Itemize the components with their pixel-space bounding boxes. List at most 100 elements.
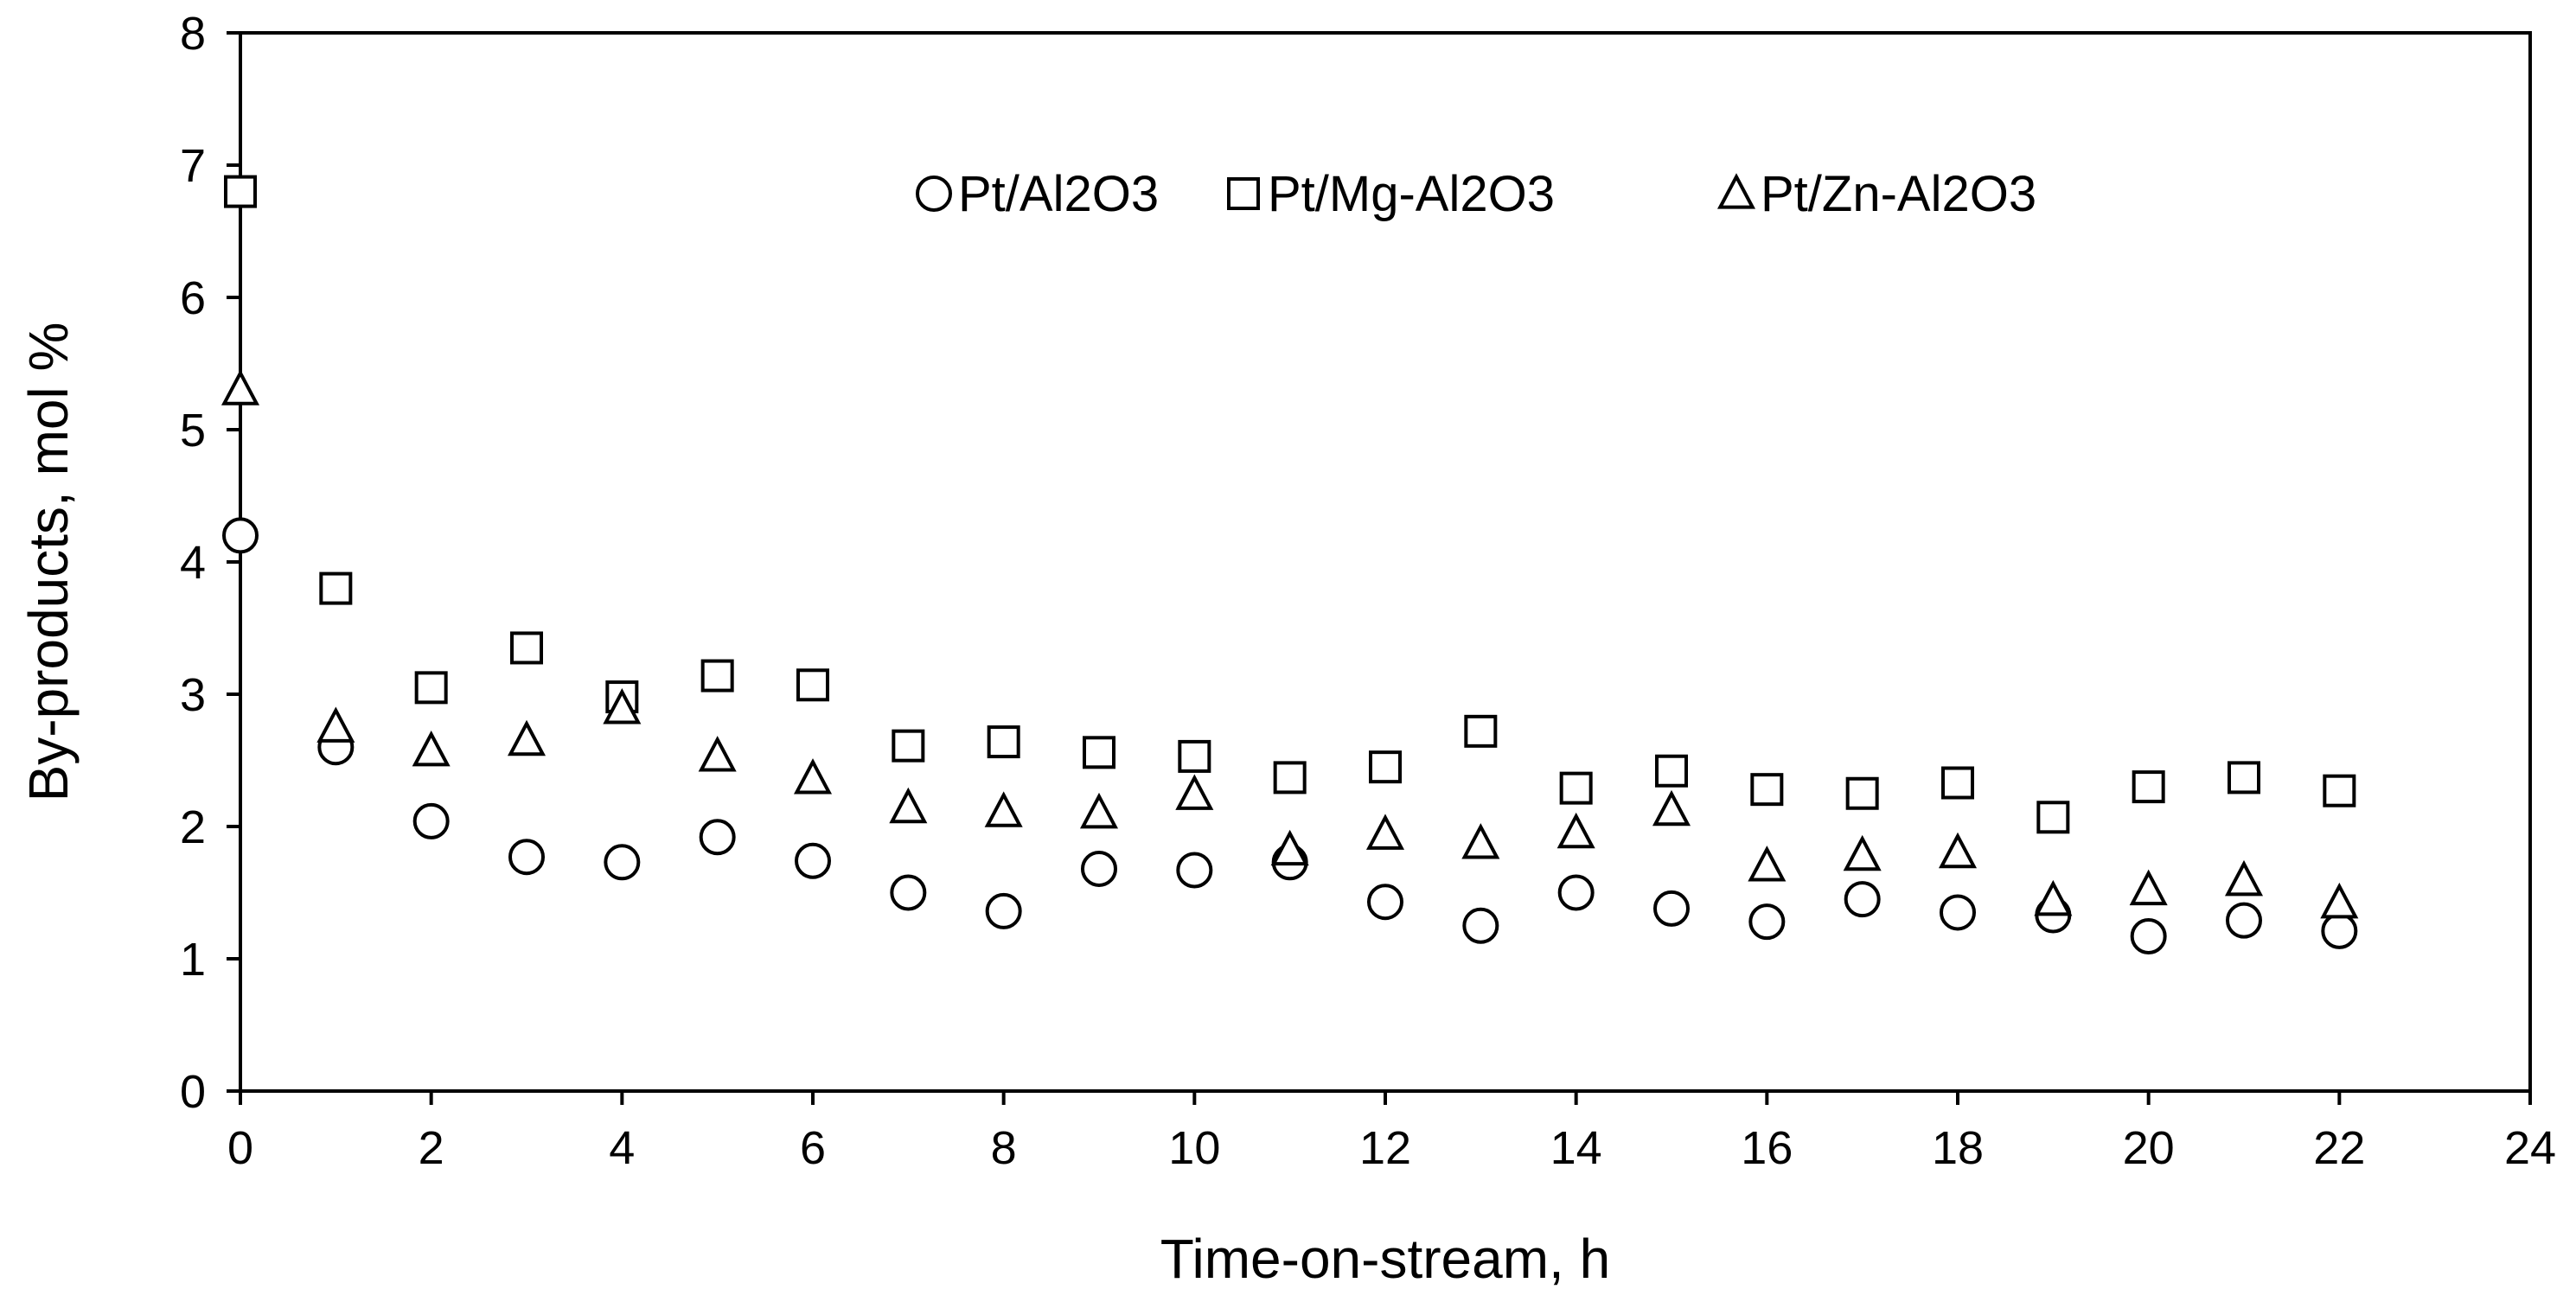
data-point (889, 787, 928, 824)
y-axis-title: By-products, mol % (17, 322, 80, 802)
legend-item: Pt/Zn-Al2O3 (1716, 166, 2036, 222)
y-tick-label: 4 (180, 537, 206, 589)
data-point (1748, 846, 1787, 882)
y-tick-label: 1 (180, 934, 206, 986)
data-point (793, 758, 833, 795)
data-point (985, 892, 1022, 929)
data-point (1464, 714, 1498, 748)
data-point (508, 839, 545, 876)
x-tick-label: 14 (1550, 1122, 1602, 1174)
data-point (224, 175, 257, 208)
x-tick-label: 18 (1932, 1122, 1984, 1174)
data-markers (221, 175, 2359, 954)
legend-marker-circle (916, 176, 952, 212)
data-point (987, 725, 1020, 759)
data-point (699, 819, 736, 856)
data-point (2034, 879, 2073, 916)
data-point (412, 802, 450, 839)
data-point (2130, 917, 2167, 954)
data-point (1081, 850, 1117, 887)
data-point (1462, 907, 1499, 944)
data-point (984, 791, 1023, 827)
data-point (1556, 812, 1595, 849)
data-point (1559, 771, 1593, 805)
y-tick-label: 7 (180, 140, 206, 192)
x-tick-label: 0 (227, 1122, 253, 1174)
data-point (414, 671, 448, 705)
data-point (795, 842, 831, 879)
data-point (604, 844, 641, 881)
data-point (1940, 894, 1976, 931)
data-point (1750, 773, 1784, 807)
legend-item: Pt/Al2O3 (916, 166, 1159, 222)
data-point (2228, 761, 2260, 795)
data-point (892, 729, 925, 763)
legend-label: Pt/Zn-Al2O3 (1761, 166, 2036, 222)
data-point (319, 571, 353, 605)
data-point (1653, 890, 1690, 927)
x-tick-label: 10 (1168, 1122, 1220, 1174)
data-point (221, 369, 260, 405)
y-tick-label: 6 (180, 272, 206, 324)
x-tick-label: 20 (2123, 1122, 2175, 1174)
data-point (1461, 823, 1500, 859)
legend-label: Pt/Al2O3 (958, 166, 1159, 222)
data-point (1844, 881, 1881, 918)
y-tick-label: 3 (180, 669, 206, 721)
x-axis-ticks: 0 2 4 6 8 10 12 14 16 18 20 22 24 (227, 1091, 2556, 1174)
legend-marker-triangle (1716, 173, 1756, 209)
data-point (2129, 869, 2168, 906)
y-tick-label: 2 (180, 801, 206, 853)
x-tick-label: 2 (419, 1122, 444, 1174)
x-tick-label: 24 (2504, 1122, 2556, 1174)
data-point (507, 719, 547, 756)
data-point (1083, 736, 1115, 769)
data-point (1270, 829, 1309, 866)
data-point (1176, 852, 1213, 889)
x-tick-label: 22 (2313, 1122, 2365, 1174)
data-point (700, 659, 734, 692)
series-square (224, 175, 2356, 834)
x-tick-label: 12 (1359, 1122, 1411, 1174)
data-point (1365, 814, 1405, 850)
legend: Pt/Al2O3 Pt/Mg-Al2O3 Pt/Zn-Al2O3 (916, 166, 2036, 222)
data-point (1652, 789, 1691, 827)
data-point (603, 688, 642, 724)
data-point (1938, 832, 1978, 869)
x-axis-title: Time-on-stream, h (1160, 1228, 1610, 1290)
data-point (2320, 882, 2359, 919)
data-point (316, 706, 355, 743)
data-point (1748, 903, 1786, 941)
data-point (2323, 774, 2356, 807)
data-point (1557, 874, 1595, 911)
data-point (1273, 761, 1307, 795)
x-tick-label: 16 (1741, 1122, 1793, 1174)
x-tick-label: 6 (800, 1122, 826, 1174)
data-point (2321, 912, 2358, 949)
legend-marker-square (1227, 177, 1260, 210)
y-axis-ticks: 0 1 2 3 4 5 6 7 8 (180, 8, 240, 1118)
legend-item: Pt/Mg-Al2O3 (1227, 166, 1555, 222)
data-point (1175, 774, 1214, 810)
data-point (1655, 754, 1688, 788)
x-tick-label: 4 (609, 1122, 635, 1174)
series-triangle (221, 369, 2359, 919)
data-point (2132, 770, 2165, 804)
data-point (698, 736, 737, 772)
y-tick-label: 8 (180, 8, 206, 60)
data-point (2036, 801, 2070, 834)
legend-label: Pt/Mg-Al2O3 (1268, 166, 1555, 222)
data-point (1178, 739, 1211, 773)
data-point (1845, 776, 1879, 810)
data-point (796, 668, 829, 702)
data-point (2224, 859, 2264, 897)
data-point (1369, 750, 1402, 784)
data-point (1843, 834, 1882, 871)
series-circle (222, 517, 2358, 954)
data-point (1079, 792, 1119, 829)
data-point (222, 517, 259, 554)
y-tick-label: 5 (180, 405, 206, 456)
data-point (1367, 884, 1403, 921)
x-tick-label: 8 (991, 1122, 1017, 1174)
